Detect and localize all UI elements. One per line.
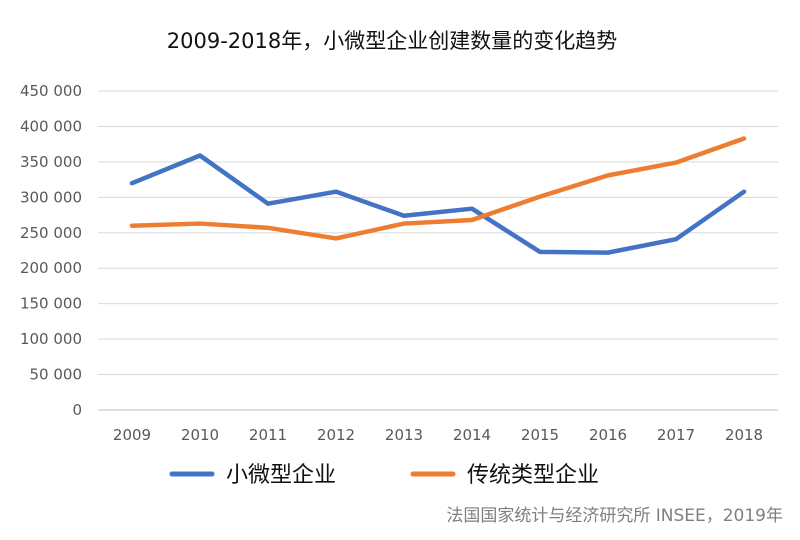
x-tick-label: 2013 bbox=[385, 426, 423, 444]
y-tick-label: 200 000 bbox=[20, 259, 82, 277]
chart-title: 2009-2018年，小微型企业创建数量的变化趋势 bbox=[167, 29, 617, 53]
y-tick-label: 250 000 bbox=[20, 224, 82, 242]
gridlines bbox=[98, 90, 778, 411]
source-note: 法国国家统计与经济研究所 INSEE，2019年 bbox=[446, 506, 783, 526]
y-tick-label: 350 000 bbox=[20, 153, 82, 171]
x-tick-label: 2015 bbox=[521, 426, 559, 444]
y-axis-ticks: 0 50 000 100 000 150 000 200 000 250 000 300 0… bbox=[20, 82, 82, 419]
y-tick-label: 100 000 bbox=[20, 330, 82, 348]
x-tick-label: 2017 bbox=[657, 426, 695, 444]
x-tick-label: 2011 bbox=[249, 426, 287, 444]
series-lines bbox=[129, 136, 747, 255]
x-tick-label: 2016 bbox=[589, 426, 627, 444]
legend-label-1: 小微型企业 bbox=[226, 463, 336, 488]
y-tick-label: 450 000 bbox=[20, 82, 82, 100]
x-axis-ticks: 2009 2010 2011 2012 2013 2014 2015 2016 2017 2018 bbox=[113, 426, 763, 444]
y-tick-label: 0 bbox=[72, 401, 82, 419]
y-tick-label: 400 000 bbox=[20, 117, 82, 135]
x-tick-label: 2012 bbox=[317, 426, 355, 444]
series-line-2 bbox=[129, 136, 747, 241]
x-tick-label: 2009 bbox=[113, 426, 151, 444]
x-tick-label: 2014 bbox=[453, 426, 491, 444]
legend-label-2: 传统类型企业 bbox=[467, 463, 599, 488]
y-tick-label: 300 000 bbox=[20, 188, 82, 206]
legend: 小微型企业 传统类型企业 bbox=[169, 463, 599, 488]
y-tick-label: 50 000 bbox=[30, 366, 83, 384]
y-tick-label: 150 000 bbox=[20, 295, 82, 313]
x-tick-label: 2018 bbox=[725, 426, 763, 444]
series-line-1 bbox=[129, 153, 747, 255]
x-tick-label: 2010 bbox=[181, 426, 219, 444]
